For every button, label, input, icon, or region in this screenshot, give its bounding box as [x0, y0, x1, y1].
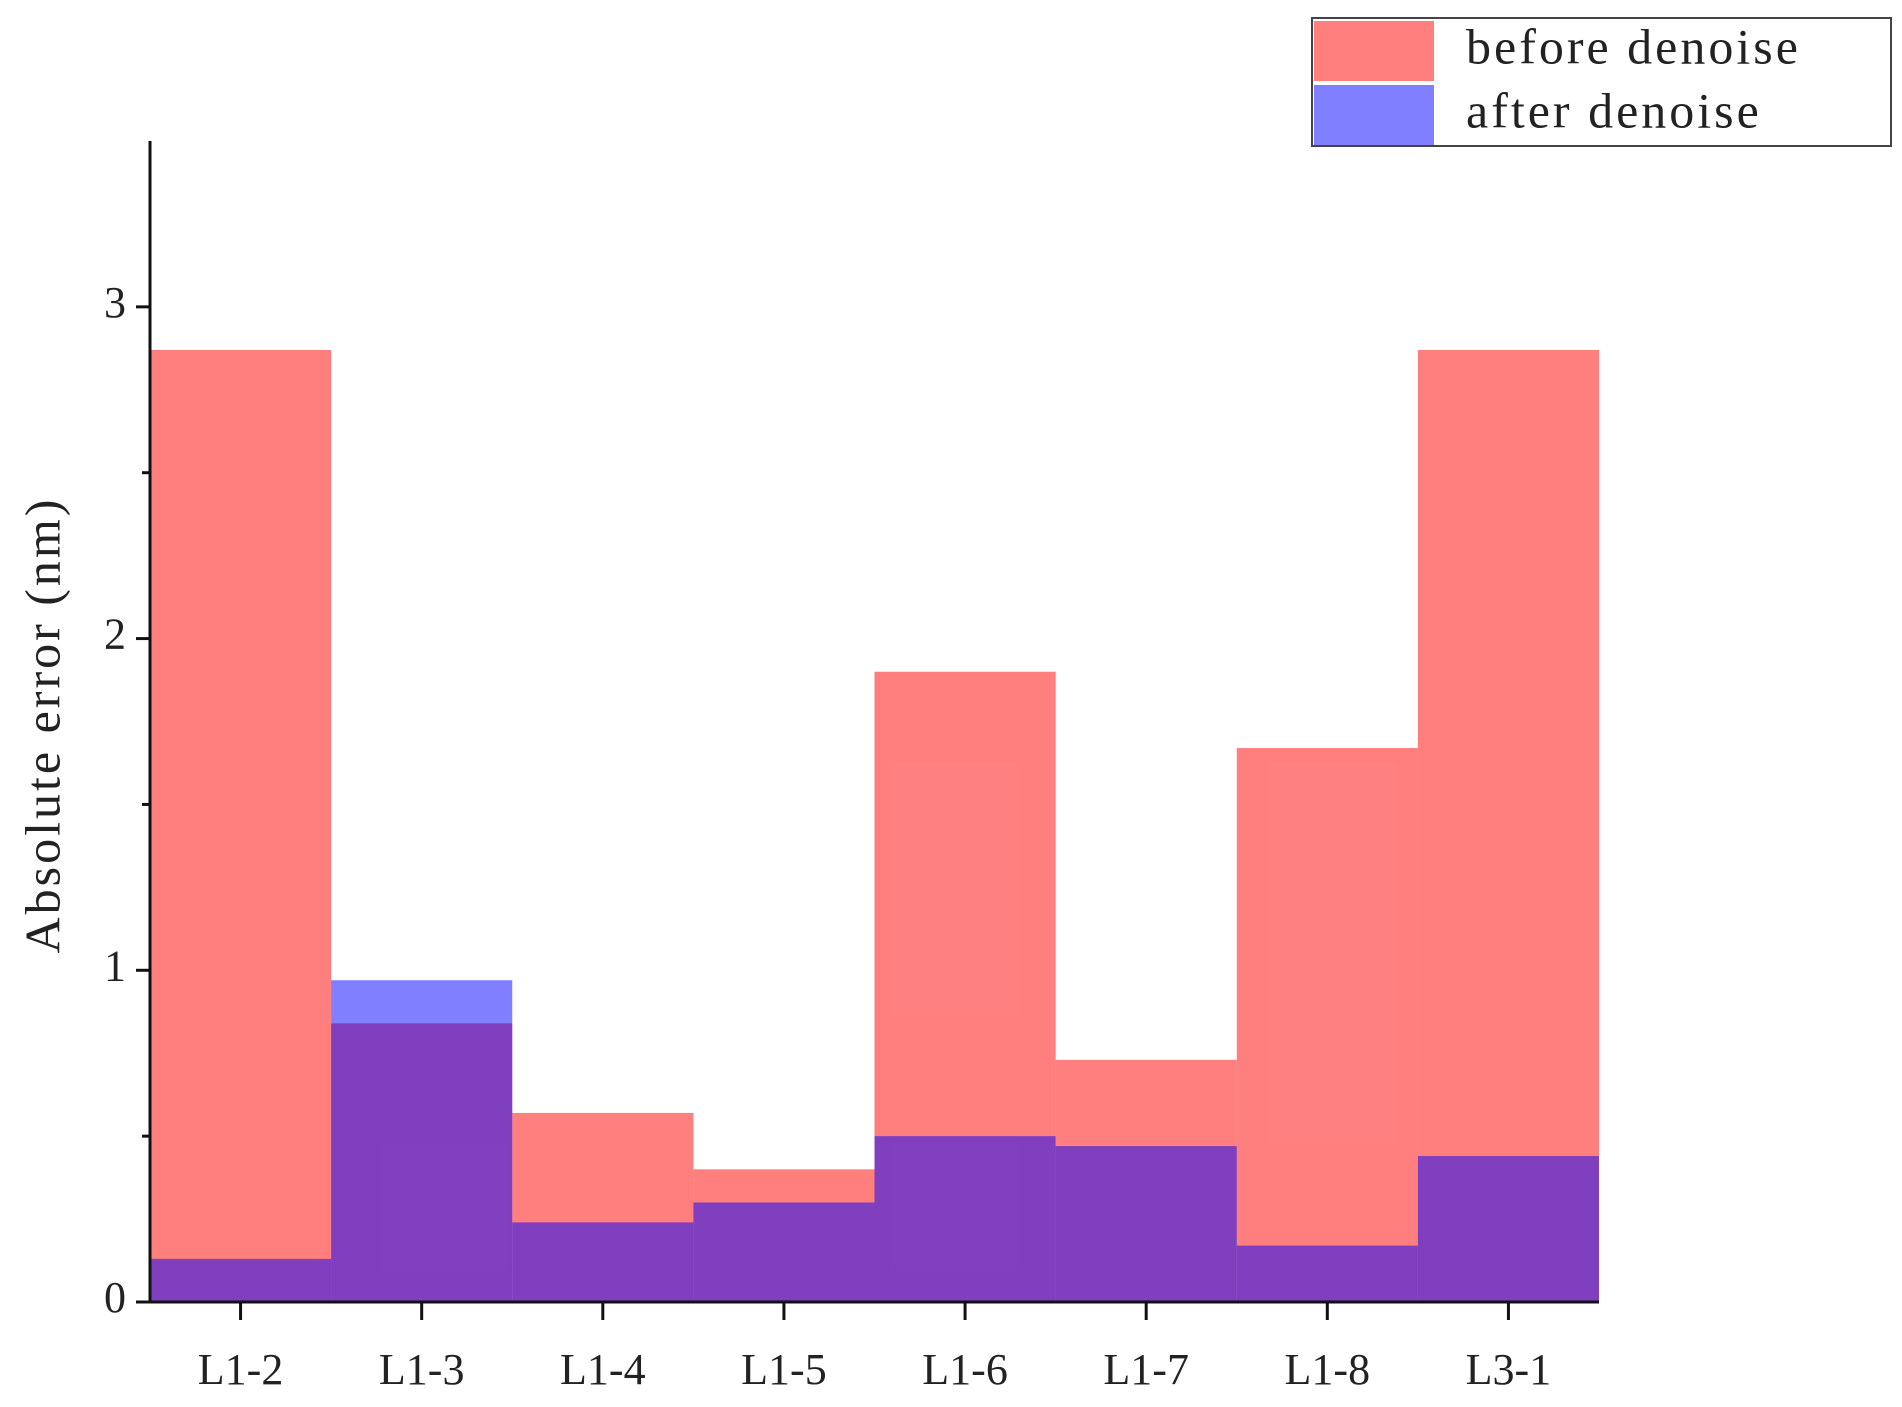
x-tick-label: L1-7 [1103, 1345, 1189, 1394]
x-tick-label: L1-3 [379, 1345, 465, 1394]
bar [1055, 1146, 1237, 1302]
legend-swatch [1314, 21, 1434, 81]
legend-label: before denoise [1466, 18, 1801, 74]
bar [1236, 748, 1418, 1302]
x-tick-label: L1-4 [560, 1345, 646, 1394]
legend-label: after denoise [1466, 82, 1762, 138]
bar [693, 1202, 875, 1302]
x-tick-label: L3-1 [1466, 1345, 1552, 1394]
bar [874, 1136, 1056, 1302]
bar [1417, 1156, 1599, 1302]
y-tick-label: 3 [104, 278, 126, 327]
x-tick-label: L1-5 [741, 1345, 827, 1394]
bar [150, 349, 332, 1303]
x-tick-label: L1-2 [198, 1345, 284, 1394]
legend-swatch [1314, 85, 1434, 145]
x-tick-label: L1-6 [922, 1345, 1008, 1394]
bar [150, 1258, 332, 1302]
y-tick-label: 2 [104, 610, 126, 659]
bar [1236, 1245, 1418, 1302]
y-tick-label: 0 [104, 1273, 126, 1322]
bar [1417, 349, 1599, 1303]
bar [512, 1222, 694, 1302]
y-axis-label: Absolute error (nm) [14, 497, 70, 954]
x-tick-label: L1-8 [1285, 1345, 1371, 1394]
bar [331, 980, 513, 1302]
y-tick-label: 1 [104, 941, 126, 990]
